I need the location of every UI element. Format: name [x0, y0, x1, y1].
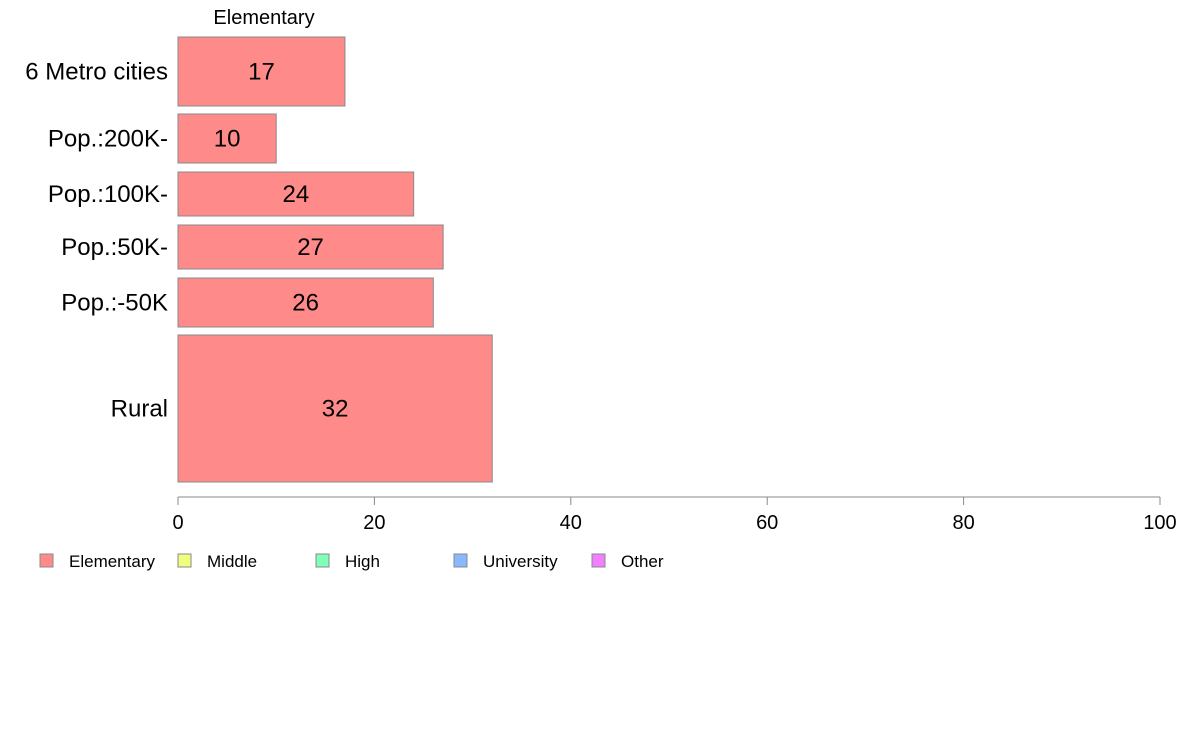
legend-label: Middle — [207, 552, 257, 571]
bar — [177, 36, 346, 107]
bar-value-label: 32 — [322, 396, 349, 423]
legend-swatch — [315, 553, 330, 568]
x-tick-label: 80 — [952, 512, 974, 534]
legend-label: Other — [621, 552, 664, 571]
bar — [177, 171, 415, 217]
x-tick-label: 20 — [363, 512, 385, 534]
bar-value-label: 27 — [297, 234, 324, 261]
x-tick-label: 0 — [172, 512, 183, 534]
bars-group: 6 Metro cities 17 Pop.:200K- 10 Pop.:100K- 24… — [25, 36, 493, 483]
legend-swatch — [39, 553, 54, 568]
legend-swatch — [591, 553, 606, 568]
legend-label: University — [483, 552, 558, 571]
category-label: Rural — [111, 396, 168, 423]
bar — [177, 334, 493, 483]
legend-swatch — [453, 553, 468, 568]
x-tick-label: 40 — [560, 512, 582, 534]
legend-swatch — [177, 553, 192, 568]
category-label: Pop.:50K- — [61, 234, 168, 261]
legend: Elementary Middle High University Other — [39, 552, 664, 571]
bar — [177, 113, 277, 164]
bar-value-label: 10 — [214, 126, 241, 153]
column-header: Elementary — [213, 7, 314, 29]
legend-label: High — [345, 552, 380, 571]
bar-value-label: 17 — [248, 59, 275, 86]
x-tick-label: 100 — [1143, 512, 1176, 534]
bar-value-label: 26 — [292, 290, 319, 317]
bar-value-label: 24 — [282, 181, 309, 208]
x-tick-label: 60 — [756, 512, 778, 534]
category-label: Pop.:-50K — [61, 290, 168, 317]
category-label: Pop.:100K- — [48, 181, 168, 208]
x-axis: 0 20 40 60 80 100 — [172, 496, 1177, 534]
category-label: 6 Metro cities — [25, 59, 168, 86]
bar — [177, 224, 444, 270]
legend-label: Elementary — [69, 552, 155, 571]
bar — [177, 277, 434, 328]
category-label: Pop.:200K- — [48, 126, 168, 153]
